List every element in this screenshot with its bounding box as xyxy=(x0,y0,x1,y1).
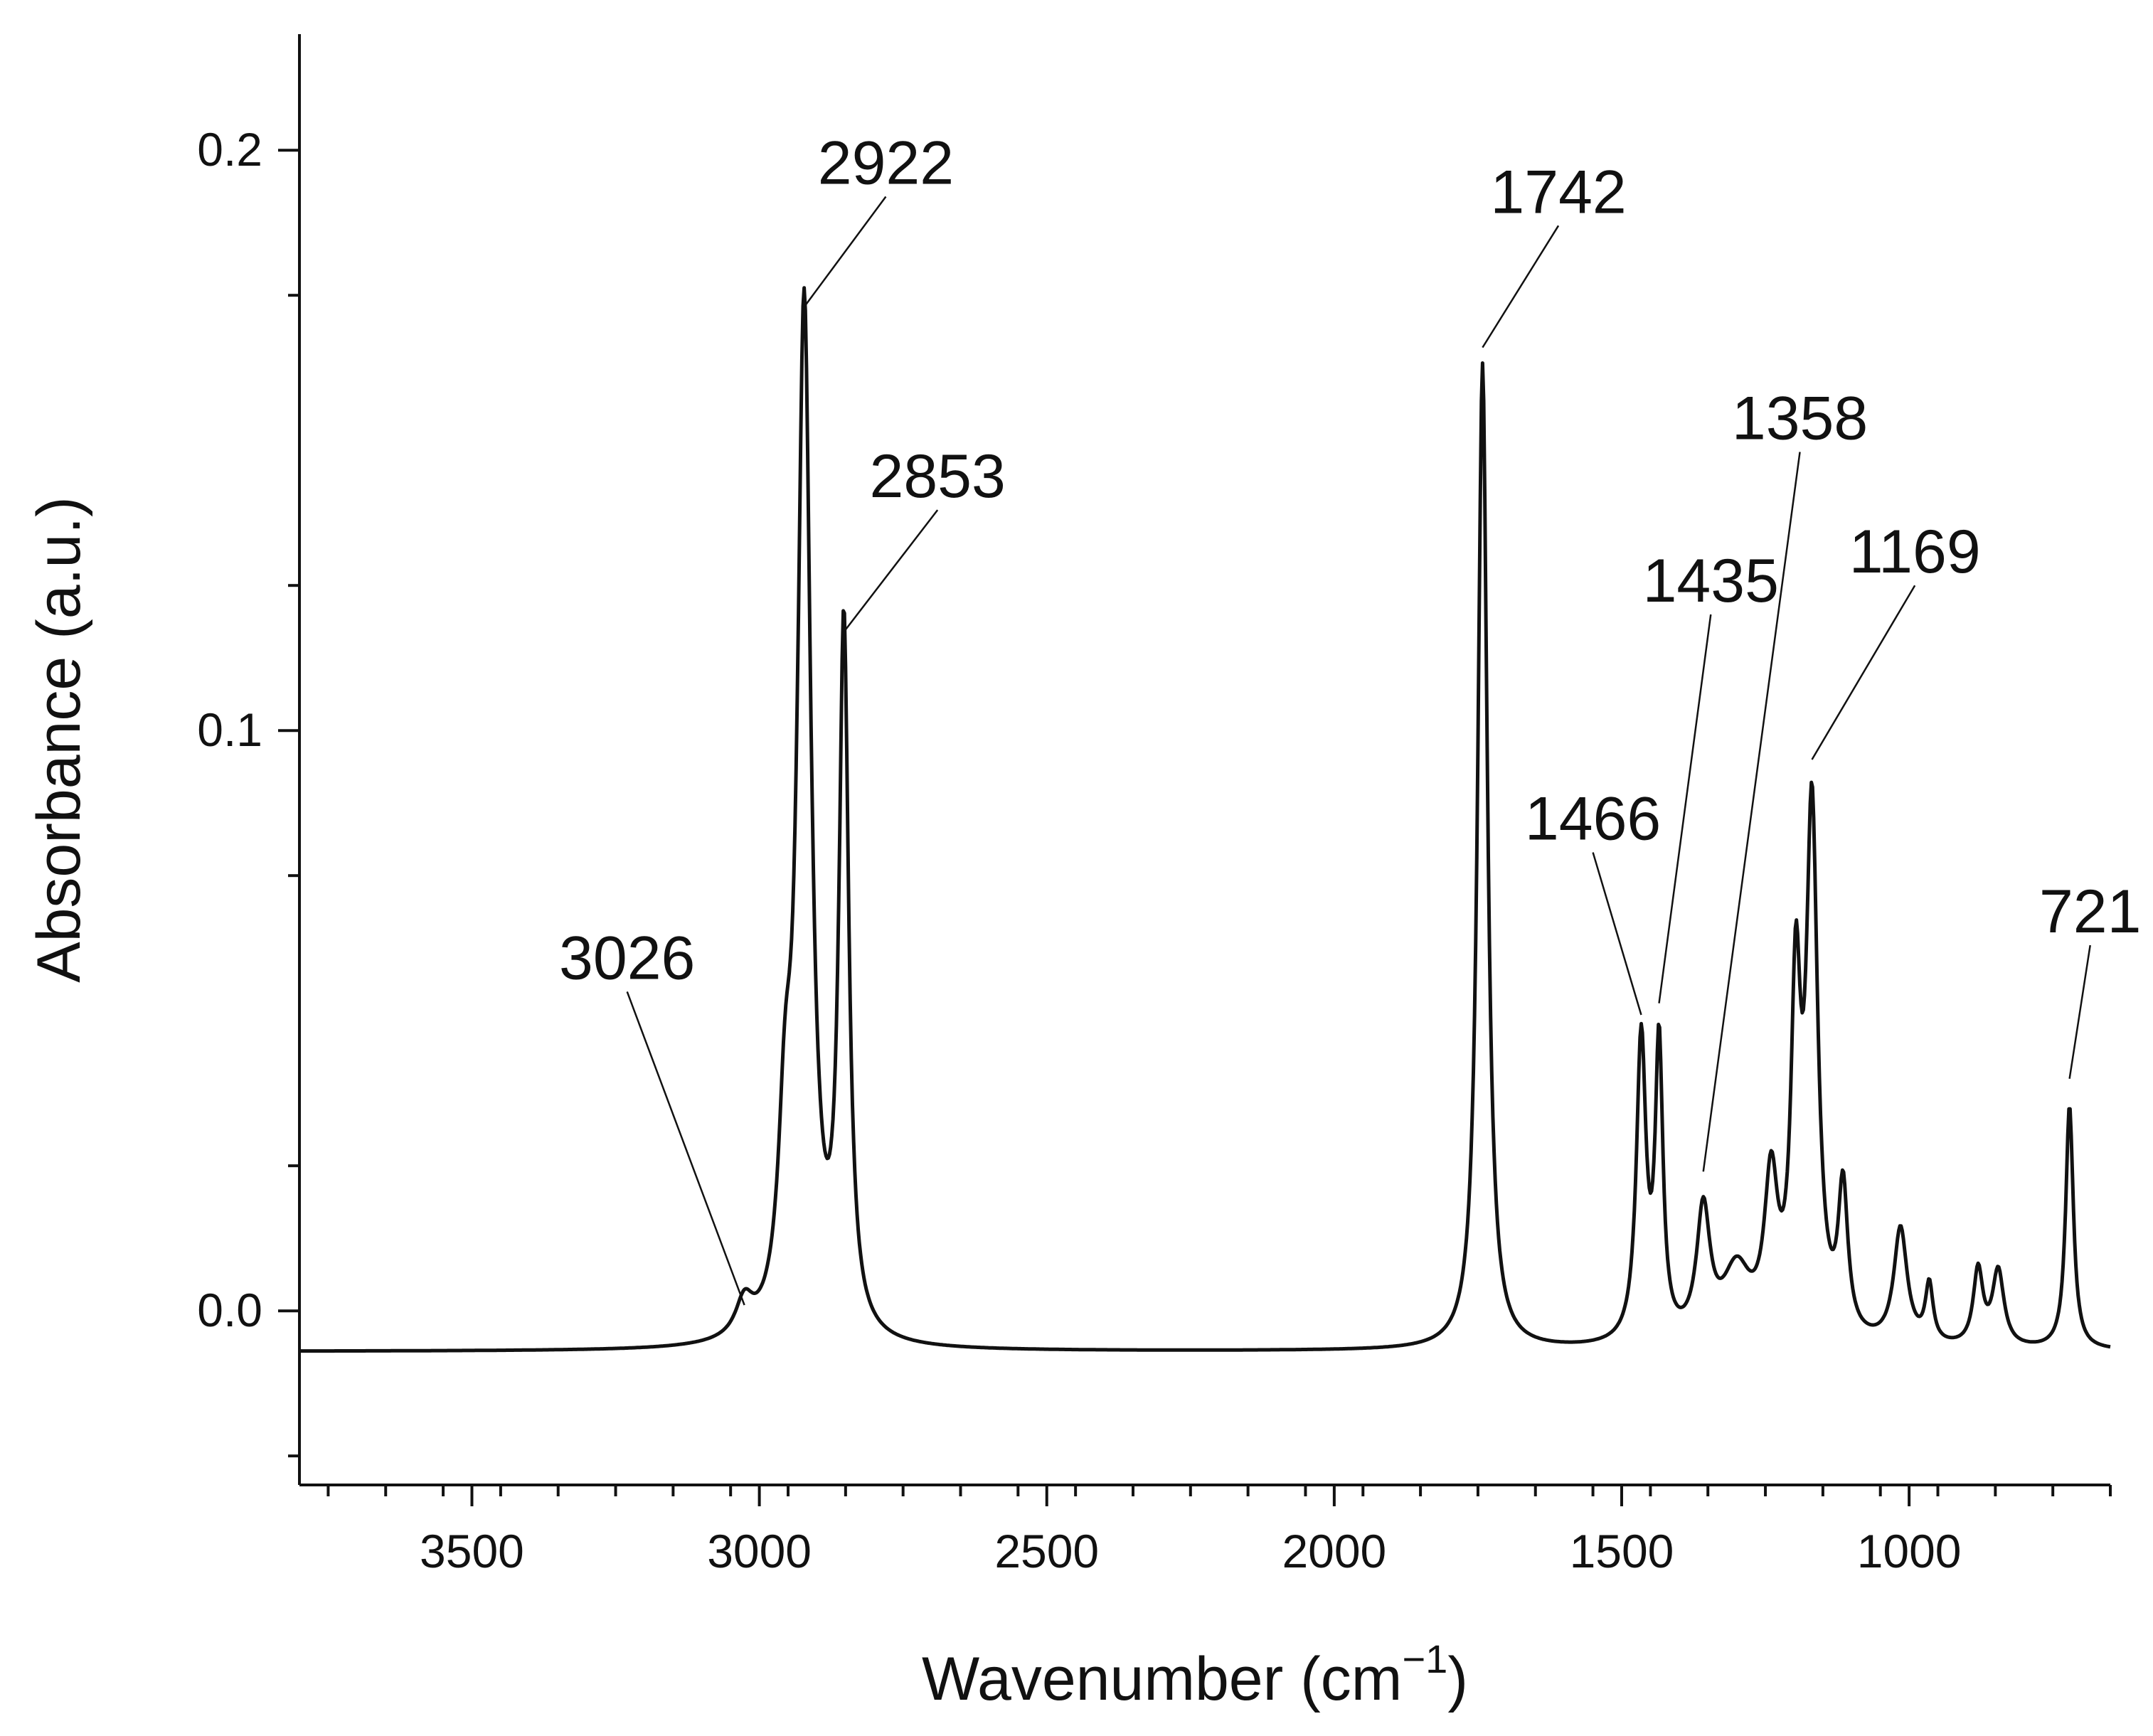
peak-label: 1435 xyxy=(1643,547,1779,615)
peak-leader-line xyxy=(1658,614,1712,1003)
peak-label: 1466 xyxy=(1525,785,1661,853)
peak-label: 1169 xyxy=(1849,518,1981,586)
peak-label: 1742 xyxy=(1490,158,1626,226)
y-tick-label: 0.0 xyxy=(197,1284,262,1336)
x-tick-label: 1500 xyxy=(1570,1525,1674,1577)
y-tick-label: 0.1 xyxy=(197,703,262,756)
peak-label: 721 xyxy=(2039,878,2142,946)
y-tick-label: 0.2 xyxy=(197,123,262,176)
peak-leader-line xyxy=(843,509,939,633)
x-tick-label: 2500 xyxy=(994,1525,1099,1577)
peak-leader-line xyxy=(1702,452,1801,1172)
peak-leader-line xyxy=(626,991,745,1306)
x-tick-group: 3500 3000 2500 2000 1500 1000 xyxy=(326,1485,2112,1577)
x-axis-title-exponent: −1 xyxy=(1402,1636,1447,1681)
x-tick-label: 2000 xyxy=(1282,1525,1386,1577)
peak-leader-line xyxy=(803,196,887,308)
x-axis-title: Wavenumber (cm−1) xyxy=(922,1636,1468,1713)
x-tick-label: 1000 xyxy=(1857,1525,1962,1577)
x-axis-title-suffix: ) xyxy=(1447,1645,1468,1713)
peak-leader-line xyxy=(1482,225,1560,348)
spectrum-line xyxy=(299,286,2111,1353)
axes xyxy=(298,34,2110,1486)
peak-leader-line xyxy=(1811,585,1916,760)
peak-annotations: 3026 2922 2853 1742 1466 1435 1358 1169 721 xyxy=(559,129,2142,1306)
peak-label: 2922 xyxy=(818,129,954,197)
y-axis-title: Absorbance (a.u.) xyxy=(25,496,93,983)
peak-label: 1358 xyxy=(1732,385,1868,453)
x-axis-title-main: Wavenumber (cm xyxy=(922,1645,1402,1713)
peak-label: 3026 xyxy=(559,924,695,992)
peak-leader-line xyxy=(2068,944,2091,1079)
x-tick-label: 3000 xyxy=(707,1525,812,1577)
x-tick-label: 3500 xyxy=(420,1525,524,1577)
peak-leader-line xyxy=(1592,852,1642,1016)
y-tick-group: 0.0 0.1 0.2 xyxy=(197,123,299,1458)
peak-label: 2853 xyxy=(869,442,1005,511)
